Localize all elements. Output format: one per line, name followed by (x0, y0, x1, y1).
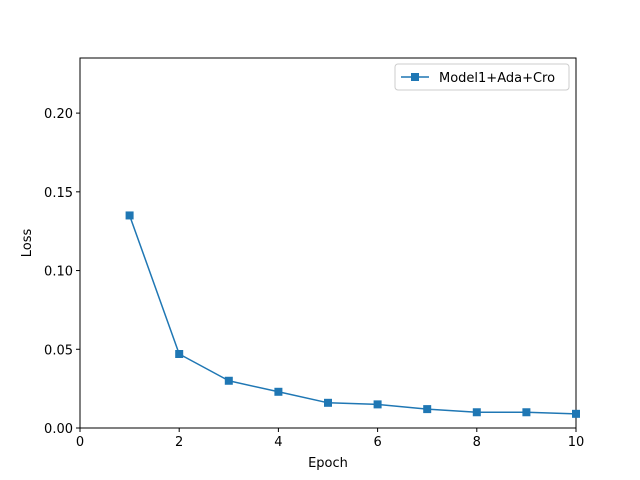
x-tick-label: 2 (175, 435, 183, 450)
legend: Model1+Ada+Cro (394, 63, 570, 91)
data-point (175, 350, 184, 358)
y-axis-label: Loss (20, 229, 35, 258)
y-axis: 0.00 0.05 0.10 0.15 0.20 (44, 107, 80, 437)
data-point (274, 387, 283, 396)
legend-marker-square (411, 73, 419, 81)
series-line (128, 215, 577, 415)
y-tick-label: 0.05 (44, 343, 73, 358)
data-point (472, 408, 481, 417)
y-tick-label: 0.00 (44, 422, 73, 437)
data-point (324, 398, 332, 407)
x-tick-label: 4 (274, 435, 282, 450)
y-tick-label: 0.15 (44, 186, 73, 201)
x-tick-label: 6 (373, 435, 381, 450)
data-point (224, 376, 233, 385)
data-point (423, 405, 432, 414)
legend-frame (394, 63, 570, 91)
data-point (522, 408, 531, 417)
data-point (572, 409, 580, 418)
plot-area (79, 57, 577, 429)
x-tick-label: 10 (568, 435, 585, 450)
x-axis-label: Epoch (308, 456, 348, 471)
plot-frame (79, 57, 577, 429)
y-tick-label: 0.20 (44, 107, 73, 122)
legend-entry-label: Model1+Ada+Cro (439, 71, 555, 86)
series-layer (125, 211, 580, 418)
x-tick-label: 0 (76, 435, 84, 450)
data-point (373, 400, 382, 409)
x-tick-label: 8 (473, 435, 481, 450)
data-point (125, 211, 134, 220)
y-tick-label: 0.10 (44, 265, 73, 280)
x-axis: 0 2 4 6 8 10 (76, 428, 584, 450)
